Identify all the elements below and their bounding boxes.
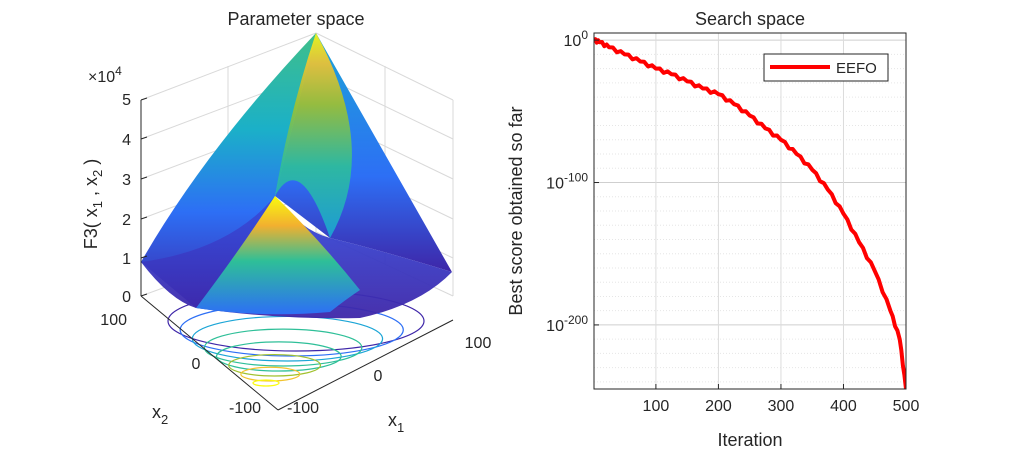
grid bbox=[594, 33, 907, 389]
surface-back-peak bbox=[275, 33, 352, 238]
contour-line bbox=[252, 379, 280, 387]
eefo-line bbox=[594, 37, 906, 389]
x-tick-label: 400 bbox=[830, 398, 857, 415]
left-title: Parameter space bbox=[227, 9, 364, 29]
contour-lines bbox=[167, 290, 425, 387]
contour-line bbox=[228, 353, 322, 377]
z-tick-label: 5 bbox=[122, 92, 131, 109]
z-tick-label: 0 bbox=[122, 289, 131, 306]
convergence-plot: Search space 100 200 300 400 500 10010-10010… bbox=[506, 9, 919, 450]
z-tick-label: 3 bbox=[122, 172, 131, 189]
y-tick-label: 100 bbox=[564, 28, 589, 50]
z-axis-label: F3( x1 , x2 ) bbox=[81, 159, 105, 250]
surface-front-peak bbox=[196, 196, 360, 315]
axes-box bbox=[593, 32, 907, 390]
x-tick-label: 300 bbox=[768, 398, 795, 415]
surface-plot: Parameter space bbox=[81, 9, 491, 435]
x-ticks: 100 200 300 400 500 bbox=[643, 384, 920, 415]
x2-tick-label: 0 bbox=[192, 356, 201, 373]
x1-tick-label: 100 bbox=[465, 335, 492, 352]
x-tick-label: 200 bbox=[705, 398, 732, 415]
z-tick-label: 1 bbox=[122, 251, 131, 268]
z-tick-label: 2 bbox=[122, 212, 131, 229]
z-exponent-label: ×104 bbox=[88, 64, 122, 86]
x2-tick-label: 100 bbox=[100, 312, 127, 329]
x1-tick-label: -100 bbox=[287, 400, 319, 417]
surface-left-face bbox=[141, 33, 316, 308]
y-tick-label: 10-200 bbox=[546, 313, 588, 335]
legend-label: EEFO bbox=[836, 60, 877, 77]
x1-tick-label: 0 bbox=[374, 368, 383, 385]
z-tick-marks bbox=[140, 97, 148, 297]
contour-line bbox=[240, 366, 301, 382]
x2-axis-label: x2 bbox=[152, 402, 168, 427]
x2-tick-label: -100 bbox=[229, 400, 261, 417]
x-tick-label: 100 bbox=[643, 398, 670, 415]
y-axis-label: Best score obtained so far bbox=[506, 106, 526, 315]
y-ticks: 100 10-100 10-200 bbox=[546, 28, 599, 335]
x-tick-label: 500 bbox=[893, 398, 920, 415]
legend: EEFO bbox=[763, 53, 889, 82]
x-axis-label: Iteration bbox=[717, 430, 782, 450]
x1-axis-label: x1 bbox=[388, 410, 404, 435]
axes-lines bbox=[140, 100, 454, 411]
surface bbox=[141, 33, 452, 319]
z-tick-label: 4 bbox=[122, 132, 131, 149]
contour-line bbox=[191, 315, 384, 362]
y-tick-label: 10-100 bbox=[546, 171, 588, 193]
contour-line bbox=[203, 328, 363, 367]
right-title: Search space bbox=[695, 9, 805, 29]
contour-line bbox=[215, 341, 342, 372]
